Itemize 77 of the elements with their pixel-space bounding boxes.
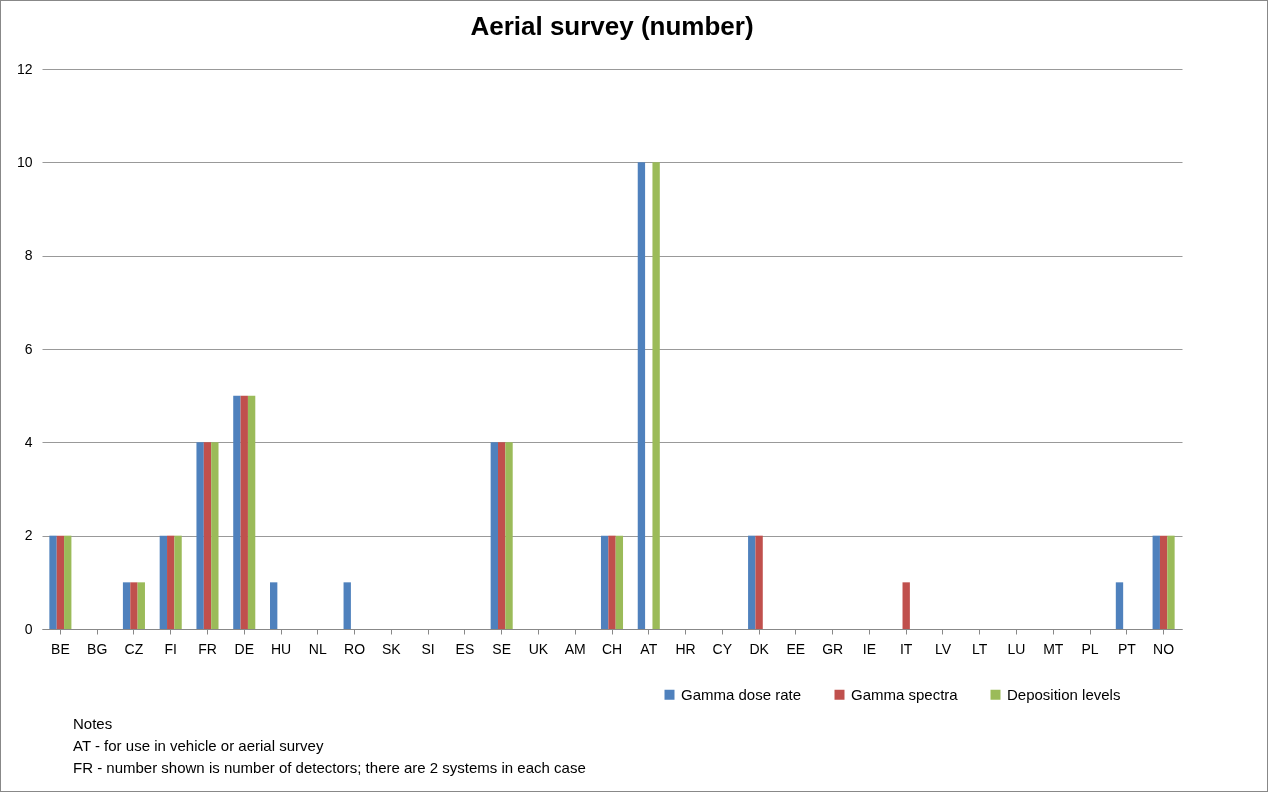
x-tick-label: NL (308, 640, 327, 657)
y-tick-label: 6 (24, 340, 33, 357)
bar (902, 582, 910, 629)
y-tick-label: 4 (24, 433, 33, 450)
bar (211, 442, 219, 629)
bar (1115, 582, 1124, 629)
x-tick-label: SI (421, 640, 435, 657)
x-tick-label: GR (822, 640, 844, 657)
x-tick-label: LV (934, 640, 952, 657)
legend-label: Gamma dose rate (681, 685, 802, 703)
bar (203, 442, 212, 629)
x-tick-label: SK (382, 640, 402, 657)
x-tick-label: PL (1081, 640, 1099, 657)
x-tick-label: ES (455, 640, 475, 657)
bar (343, 582, 351, 629)
bar (600, 535, 609, 629)
x-tick-label: SE (492, 640, 512, 657)
x-tick-label: AT (640, 640, 658, 657)
y-tick-label: 0 (24, 620, 33, 637)
bar (270, 582, 278, 629)
x-tick-label: CY (712, 640, 733, 657)
x-tick-label: DE (234, 640, 254, 657)
text: FR - number shown is number of detectors; there are 2 systems in each case (73, 758, 586, 778)
chart-title: Aerial survey (number) (470, 11, 754, 41)
bar (652, 162, 660, 629)
bar (1152, 535, 1160, 629)
x-tick-label: IE (862, 640, 877, 657)
legend-label: Gamma spectra (851, 685, 959, 703)
x-tick-label: PT (1117, 640, 1137, 657)
x-tick-label: NO (1153, 640, 1175, 657)
x-tick-label: LU (1007, 640, 1026, 657)
x-tick-label: BE (51, 640, 70, 657)
text: AT - for use in vehicle or aerial survey (73, 736, 325, 756)
y-tick-label: 12 (16, 60, 33, 77)
bar (137, 582, 145, 629)
bar (505, 442, 513, 629)
text: Notes (73, 714, 114, 734)
x-tick-label: BG (87, 640, 108, 657)
x-tick-label: CZ (124, 640, 144, 657)
x-tick-label: FR (198, 640, 217, 657)
bar (615, 535, 624, 629)
bar (1159, 535, 1168, 629)
x-tick-label: HR (675, 640, 696, 657)
bar (64, 535, 72, 629)
x-tick-label: LT (972, 640, 988, 657)
bar (174, 535, 182, 629)
bar (130, 582, 138, 629)
bar (1167, 535, 1175, 629)
x-tick-label: FI (164, 640, 177, 657)
bar (196, 442, 204, 629)
bar (159, 535, 168, 629)
y-tick-label: 10 (16, 153, 33, 170)
bar (167, 535, 175, 629)
x-tick-label: CH (601, 640, 623, 657)
x-tick-label: HU (270, 640, 292, 657)
x-tick-label: EE (786, 640, 806, 657)
bar (637, 162, 646, 629)
bar (240, 395, 248, 629)
bar (56, 535, 65, 629)
bar (233, 395, 241, 629)
bar (247, 395, 256, 629)
y-tick-label: 2 (24, 527, 33, 544)
legend-label: Deposition levels (1007, 685, 1121, 703)
x-tick-label: MT (1043, 640, 1064, 657)
x-tick-label: IT (899, 640, 913, 657)
bar (122, 582, 131, 629)
x-tick-label: AM (564, 640, 586, 657)
bar (49, 535, 57, 629)
bar (608, 535, 616, 629)
x-tick-label: DK (749, 640, 770, 657)
bar (755, 535, 763, 629)
bar (490, 442, 498, 629)
bar (748, 535, 756, 629)
y-tick-label: 8 (24, 247, 33, 264)
bar (498, 442, 506, 629)
x-tick-label: RO (344, 640, 366, 657)
x-tick-label: UK (528, 640, 549, 657)
